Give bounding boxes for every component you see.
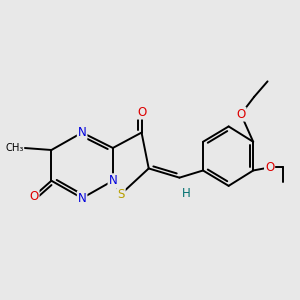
Text: N: N <box>78 192 86 205</box>
Text: N: N <box>78 126 86 139</box>
Text: O: O <box>236 108 245 121</box>
Text: CH₃: CH₃ <box>5 143 24 153</box>
Text: H: H <box>182 187 191 200</box>
Text: O: O <box>137 106 146 118</box>
Text: S: S <box>117 188 125 200</box>
Text: N: N <box>109 174 117 187</box>
Text: O: O <box>265 161 274 174</box>
Text: O: O <box>29 190 39 202</box>
